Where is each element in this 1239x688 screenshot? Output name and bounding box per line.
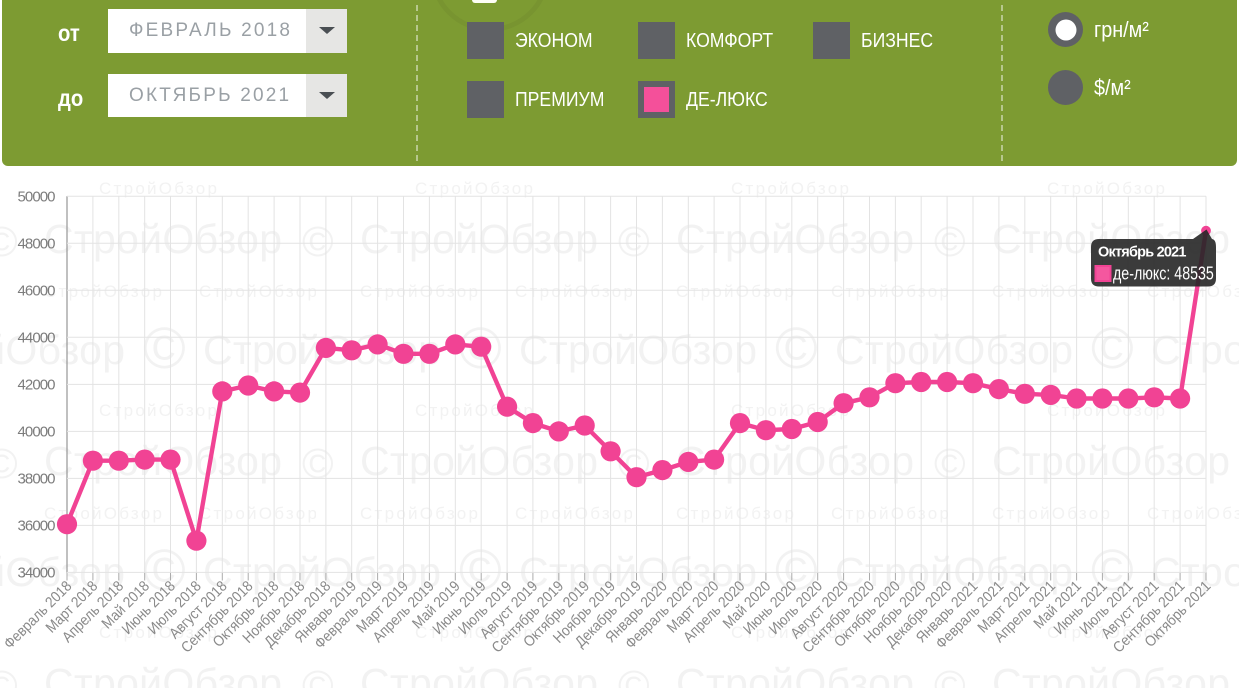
svg-text:40000: 40000 xyxy=(18,424,56,441)
svg-text:46000: 46000 xyxy=(18,283,56,300)
svg-text:42000: 42000 xyxy=(18,377,56,394)
svg-text:34000: 34000 xyxy=(18,565,56,582)
svg-text:38000: 38000 xyxy=(18,471,56,488)
svg-text:44000: 44000 xyxy=(18,330,56,347)
svg-text:48000: 48000 xyxy=(18,236,56,253)
svg-text:50000: 50000 xyxy=(18,189,56,206)
svg-text:Октябрь 2021: Октябрь 2021 xyxy=(1098,245,1187,261)
svg-text:36000: 36000 xyxy=(18,518,56,535)
svg-text:де-люкс: 48535: де-люкс: 48535 xyxy=(1113,264,1214,284)
